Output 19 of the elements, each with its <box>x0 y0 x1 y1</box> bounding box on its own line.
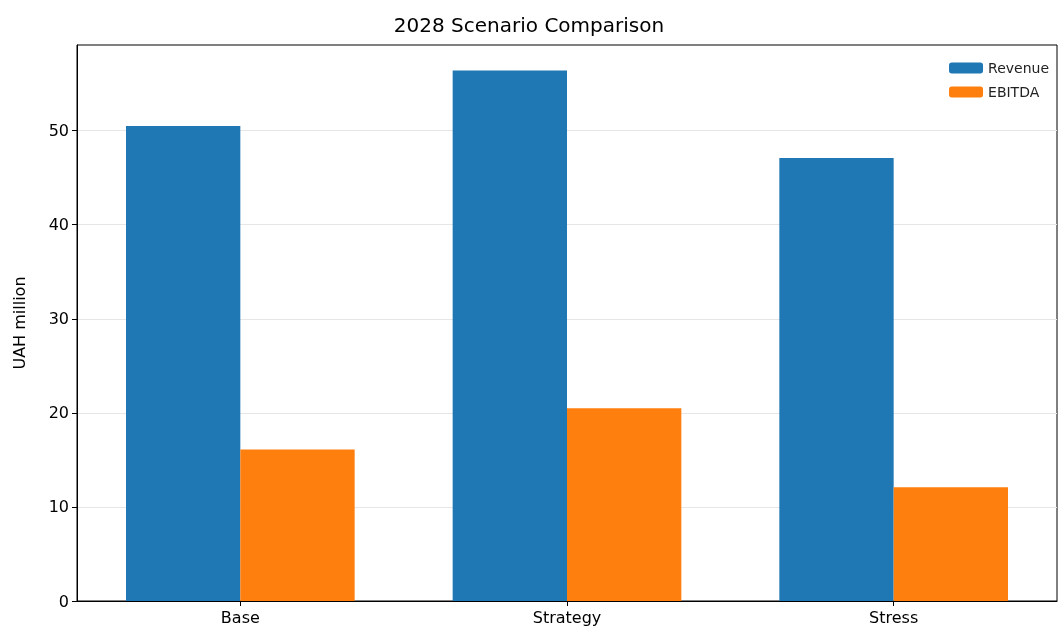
bar <box>126 125 241 601</box>
bar <box>452 70 567 601</box>
bar <box>240 449 355 601</box>
y-tick-label: 10 <box>48 497 69 517</box>
bar <box>893 487 1008 601</box>
y-axis-title: UAH million <box>9 276 29 370</box>
y-tick-label: 50 <box>48 121 69 141</box>
legend-label: EBITDA <box>988 84 1040 100</box>
y-tick-label: 20 <box>48 403 69 423</box>
y-tick-label: 0 <box>58 591 69 611</box>
chart-title: 2028 Scenario Comparison <box>393 13 665 37</box>
bar <box>779 157 894 601</box>
bar <box>567 408 682 601</box>
y-tick-label: 30 <box>48 309 69 329</box>
legend-label: Revenue <box>988 60 1050 76</box>
x-tick-label: Base <box>220 607 260 627</box>
y-tick-label: 40 <box>48 215 69 235</box>
x-tick-label: Strategy <box>532 607 602 627</box>
x-tick-label: Stress <box>869 607 919 627</box>
